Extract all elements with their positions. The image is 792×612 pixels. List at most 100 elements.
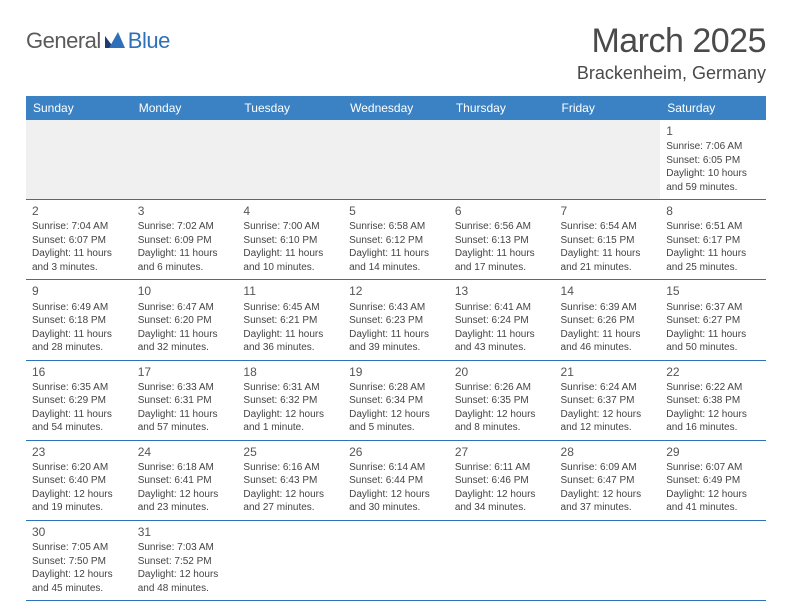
day-number: 2 — [32, 203, 126, 219]
daylight1-text: Daylight: 12 hours — [32, 488, 126, 502]
daylight1-text: Daylight: 11 hours — [32, 328, 126, 342]
daylight1-text: Daylight: 11 hours — [138, 247, 232, 261]
calendar-cell: 12Sunrise: 6:43 AMSunset: 6:23 PMDayligh… — [343, 280, 449, 360]
day-number: 31 — [138, 524, 232, 540]
weekday-thu: Thursday — [449, 96, 555, 120]
weekday-header-row: Sunday Monday Tuesday Wednesday Thursday… — [26, 96, 766, 120]
calendar-cell: 26Sunrise: 6:14 AMSunset: 6:44 PMDayligh… — [343, 440, 449, 520]
sunrise-text: Sunrise: 6:16 AM — [243, 461, 337, 475]
sunrise-text: Sunrise: 6:47 AM — [138, 301, 232, 315]
sunrise-text: Sunrise: 6:18 AM — [138, 461, 232, 475]
day-number: 21 — [561, 364, 655, 380]
sunrise-text: Sunrise: 6:31 AM — [243, 381, 337, 395]
calendar-cell: 23Sunrise: 6:20 AMSunset: 6:40 PMDayligh… — [26, 440, 132, 520]
daylight2-text: and 12 minutes. — [561, 421, 655, 435]
sunset-text: Sunset: 6:20 PM — [138, 314, 232, 328]
weekday-sun: Sunday — [26, 96, 132, 120]
day-number: 11 — [243, 283, 337, 299]
calendar-cell: 4Sunrise: 7:00 AMSunset: 6:10 PMDaylight… — [237, 200, 343, 280]
calendar-cell: 16Sunrise: 6:35 AMSunset: 6:29 PMDayligh… — [26, 360, 132, 440]
calendar-row: 2Sunrise: 7:04 AMSunset: 6:07 PMDaylight… — [26, 200, 766, 280]
sunrise-text: Sunrise: 6:58 AM — [349, 220, 443, 234]
sunrise-text: Sunrise: 6:54 AM — [561, 220, 655, 234]
sunset-text: Sunset: 6:15 PM — [561, 234, 655, 248]
daylight1-text: Daylight: 11 hours — [243, 328, 337, 342]
day-number: 8 — [666, 203, 760, 219]
sunrise-text: Sunrise: 6:35 AM — [32, 381, 126, 395]
weekday-fri: Friday — [555, 96, 661, 120]
sunset-text: Sunset: 6:31 PM — [138, 394, 232, 408]
sunrise-text: Sunrise: 6:45 AM — [243, 301, 337, 315]
calendar-cell: 27Sunrise: 6:11 AMSunset: 6:46 PMDayligh… — [449, 440, 555, 520]
daylight1-text: Daylight: 12 hours — [349, 408, 443, 422]
weekday-mon: Monday — [132, 96, 238, 120]
sunset-text: Sunset: 6:29 PM — [32, 394, 126, 408]
sunset-text: Sunset: 6:38 PM — [666, 394, 760, 408]
daylight2-text: and 3 minutes. — [32, 261, 126, 275]
calendar-cell: 21Sunrise: 6:24 AMSunset: 6:37 PMDayligh… — [555, 360, 661, 440]
calendar-row: 16Sunrise: 6:35 AMSunset: 6:29 PMDayligh… — [26, 360, 766, 440]
sunrise-text: Sunrise: 6:20 AM — [32, 461, 126, 475]
calendar-cell: 24Sunrise: 6:18 AMSunset: 6:41 PMDayligh… — [132, 440, 238, 520]
sunrise-text: Sunrise: 7:06 AM — [666, 140, 760, 154]
day-number: 1 — [666, 123, 760, 139]
calendar-cell: 5Sunrise: 6:58 AMSunset: 6:12 PMDaylight… — [343, 200, 449, 280]
daylight2-text: and 45 minutes. — [32, 582, 126, 596]
sunrise-text: Sunrise: 6:14 AM — [349, 461, 443, 475]
day-number: 22 — [666, 364, 760, 380]
calendar-cell: 20Sunrise: 6:26 AMSunset: 6:35 PMDayligh… — [449, 360, 555, 440]
calendar-cell: 17Sunrise: 6:33 AMSunset: 6:31 PMDayligh… — [132, 360, 238, 440]
sunrise-text: Sunrise: 7:02 AM — [138, 220, 232, 234]
daylight1-text: Daylight: 12 hours — [243, 488, 337, 502]
calendar-cell — [343, 120, 449, 200]
day-number: 30 — [32, 524, 126, 540]
day-number: 18 — [243, 364, 337, 380]
sunset-text: Sunset: 6:43 PM — [243, 474, 337, 488]
sunset-text: Sunset: 6:47 PM — [561, 474, 655, 488]
logo-word-2: Blue — [128, 28, 170, 54]
sunrise-text: Sunrise: 6:26 AM — [455, 381, 549, 395]
daylight1-text: Daylight: 12 hours — [349, 488, 443, 502]
daylight1-text: Daylight: 11 hours — [243, 247, 337, 261]
day-number: 24 — [138, 444, 232, 460]
daylight2-text: and 43 minutes. — [455, 341, 549, 355]
sunrise-text: Sunrise: 6:07 AM — [666, 461, 760, 475]
daylight1-text: Daylight: 12 hours — [243, 408, 337, 422]
sunset-text: Sunset: 6:07 PM — [32, 234, 126, 248]
calendar-cell: 14Sunrise: 6:39 AMSunset: 6:26 PMDayligh… — [555, 280, 661, 360]
title-block: March 2025 Brackenheim, Germany — [577, 22, 766, 84]
day-number: 25 — [243, 444, 337, 460]
day-number: 14 — [561, 283, 655, 299]
calendar-cell: 25Sunrise: 6:16 AMSunset: 6:43 PMDayligh… — [237, 440, 343, 520]
day-number: 13 — [455, 283, 549, 299]
calendar-cell: 18Sunrise: 6:31 AMSunset: 6:32 PMDayligh… — [237, 360, 343, 440]
calendar-cell — [343, 520, 449, 600]
day-number: 10 — [138, 283, 232, 299]
sunset-text: Sunset: 6:27 PM — [666, 314, 760, 328]
daylight2-text: and 17 minutes. — [455, 261, 549, 275]
calendar-cell: 15Sunrise: 6:37 AMSunset: 6:27 PMDayligh… — [660, 280, 766, 360]
calendar-cell: 29Sunrise: 6:07 AMSunset: 6:49 PMDayligh… — [660, 440, 766, 520]
day-number: 27 — [455, 444, 549, 460]
calendar-cell: 31Sunrise: 7:03 AMSunset: 7:52 PMDayligh… — [132, 520, 238, 600]
daylight2-text: and 6 minutes. — [138, 261, 232, 275]
daylight2-text: and 32 minutes. — [138, 341, 232, 355]
calendar-cell — [237, 520, 343, 600]
calendar-cell — [555, 520, 661, 600]
day-number: 26 — [349, 444, 443, 460]
location: Brackenheim, Germany — [577, 63, 766, 84]
logo: General Blue — [26, 28, 170, 54]
calendar-cell — [660, 520, 766, 600]
calendar-cell: 22Sunrise: 6:22 AMSunset: 6:38 PMDayligh… — [660, 360, 766, 440]
calendar-cell — [555, 120, 661, 200]
sunset-text: Sunset: 6:49 PM — [666, 474, 760, 488]
daylight2-text: and 23 minutes. — [138, 501, 232, 515]
daylight2-text: and 34 minutes. — [455, 501, 549, 515]
month-title: March 2025 — [577, 22, 766, 61]
sunset-text: Sunset: 6:18 PM — [32, 314, 126, 328]
day-number: 6 — [455, 203, 549, 219]
calendar-cell: 9Sunrise: 6:49 AMSunset: 6:18 PMDaylight… — [26, 280, 132, 360]
sunset-text: Sunset: 6:46 PM — [455, 474, 549, 488]
sunset-text: Sunset: 6:32 PM — [243, 394, 337, 408]
daylight2-text: and 25 minutes. — [666, 261, 760, 275]
